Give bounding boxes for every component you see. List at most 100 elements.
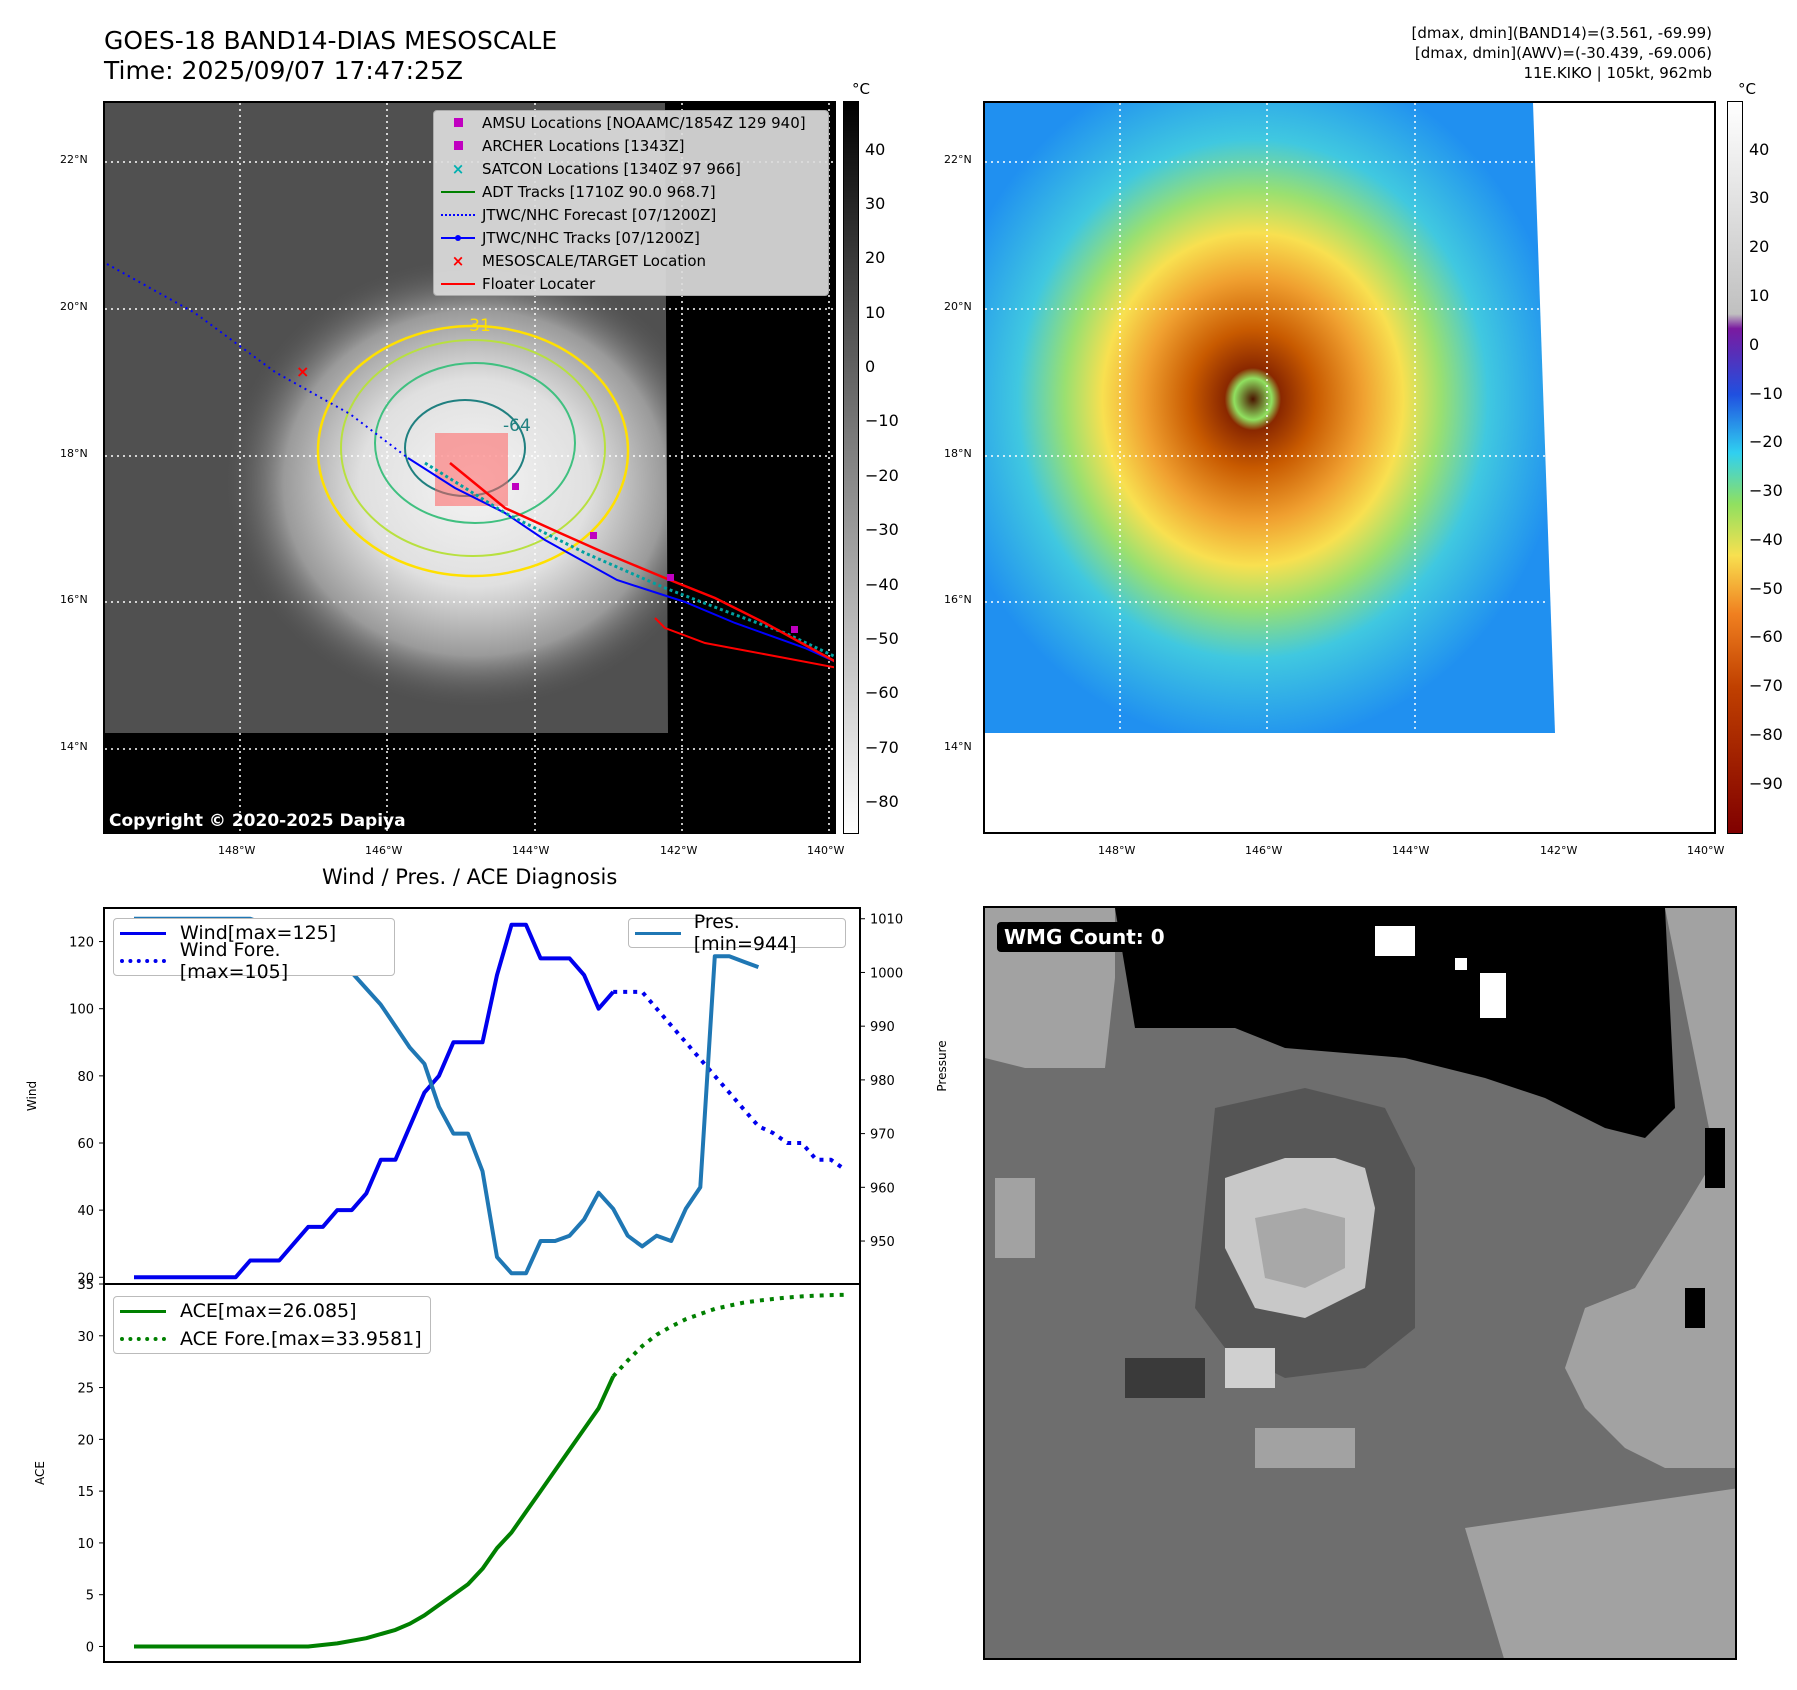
colorbar-tick-label: −10 [1749, 383, 1783, 403]
legend-item-wind-fore: Wind Fore.[max=105] [114, 939, 394, 983]
wind-line [134, 922, 615, 1280]
legend-label: MESOSCALE/TARGET Location [482, 251, 707, 270]
colorbar-tick-label: 0 [865, 357, 876, 377]
copyright-text: Copyright © 2020-2025 Dapiya [109, 811, 406, 831]
dotted-line-icon [120, 1337, 172, 1341]
legend-label: AMSU Locations [NOAAMC/1854Z 129 940] [482, 113, 806, 132]
legend-label: Pres.[min=944] [693, 911, 797, 955]
colorbar-tick-label: −30 [865, 520, 899, 540]
pres-ylabel: Pressure [935, 1040, 949, 1091]
lon-label: 146°W [1245, 844, 1283, 857]
legend-item-adt: ADT Tracks [1710Z 90.0 968.7] [434, 180, 828, 203]
ace-ytick-label: 30 [77, 1330, 94, 1345]
colorbar-tick-label: 10 [865, 302, 886, 322]
info-band14: [dmax, dmin](BAND14)=(3.561, -69.99) [1411, 24, 1712, 42]
satcon-track [424, 461, 834, 658]
legend-item-pres: Pres.[min=944] [629, 911, 845, 955]
info-storm: 11E.KIKO | 105kt, 962mb [1523, 64, 1712, 82]
colorbar-color-unit: °C [1738, 80, 1756, 98]
colorbar-tick-label: −70 [1749, 676, 1783, 696]
wmg-panel: WMG Count: 0 [983, 906, 1737, 1660]
colorbar-tick-label: 20 [1749, 237, 1770, 257]
legend-item-jtwc: JTWC/NHC Tracks [07/1200Z] [434, 226, 828, 249]
ace-line [134, 1375, 616, 1649]
legend-label: JTWC/NHC Forecast [07/1200Z] [482, 205, 717, 224]
floater-box [435, 433, 508, 506]
wind-legend: Wind[max=125] Wind Fore.[max=105] [113, 918, 395, 983]
colorbar-tick-label: −10 [865, 411, 899, 431]
colorbar-tick-label: 30 [865, 194, 886, 213]
line-dot-icon [440, 228, 476, 248]
legend-item-ace-fore: ACE Fore.[max=33.9581] [114, 1325, 430, 1353]
legend-label: JTWC/NHC Tracks [07/1200Z] [482, 228, 700, 247]
wind-forecast-line [613, 989, 847, 1172]
legend-item-forecast: JTWC/NHC Forecast [07/1200Z] [434, 203, 828, 226]
lat-label: 22°N [944, 153, 972, 166]
legend-label: ACE[max=26.085] [180, 1300, 357, 1322]
lon-label: 140°W [1687, 844, 1725, 857]
wmg-svg [985, 908, 1735, 1658]
legend-item-amsu: AMSU Locations [NOAAMC/1854Z 129 940] [434, 111, 828, 134]
contour-label-31: -31 [463, 316, 491, 336]
solid-line-icon [120, 931, 172, 935]
wind-ytick-label: 40 [77, 1204, 94, 1219]
ace-ytick-label: 35 [77, 1278, 94, 1293]
pres-ytick-label: 980 [870, 1074, 895, 1089]
colorbar-tick-label: 40 [1749, 139, 1770, 159]
legend-item-wind: Wind[max=125] [114, 919, 394, 947]
amsu-marker-1 [512, 483, 519, 490]
amsu-marker-3 [667, 574, 674, 581]
pres-ytick-label: 1010 [870, 913, 903, 928]
target-marker: × [296, 362, 309, 381]
lon-label: 144°W [1392, 844, 1430, 857]
jtwc-track [407, 457, 834, 663]
solid-line-icon [635, 931, 686, 935]
legend-item-ace: ACE[max=26.085] [114, 1297, 430, 1325]
lon-label: 146°W [365, 844, 403, 857]
wind-ytick-label: 80 [77, 1070, 94, 1085]
lat-label: 22°N [60, 153, 88, 166]
pres-ytick-label: 950 [870, 1235, 895, 1250]
legend-label: Wind[max=125] [180, 922, 337, 944]
colorbar-tick-label: −40 [1749, 529, 1783, 549]
pres-ytick-label: 970 [870, 1128, 895, 1143]
ace-ytick-label: 15 [77, 1485, 94, 1500]
lon-label: 142°W [660, 844, 698, 857]
diagnosis-chart: 1201008060402010101000990980970960950353… [25, 907, 949, 1663]
map-legend: AMSU Locations [NOAAMC/1854Z 129 940] AR… [433, 110, 829, 296]
figure-time: Time: 2025/09/07 17:47:25Z [104, 56, 463, 85]
floater-track-2 [654, 617, 834, 669]
colorbar-tick-label: −60 [1749, 627, 1783, 647]
lat-label: 20°N [944, 300, 972, 313]
colorbar-tick-label: −40 [865, 574, 899, 594]
legend-label: Floater Locater [482, 274, 596, 293]
wind-ytick-label: 100 [69, 1003, 94, 1018]
colorbar-tick-label: −80 [865, 792, 899, 811]
legend-label: Wind Fore.[max=105] [179, 939, 289, 983]
ace-ytick-label: 25 [77, 1382, 94, 1397]
dotted-line-icon [120, 959, 172, 963]
solid-line-icon [440, 274, 476, 294]
colorbar-gray-unit: °C [852, 80, 870, 98]
wmg-count-label: WMG Count: 0 [997, 922, 1172, 952]
colorbar-color [1727, 101, 1743, 834]
colorbar-tick-label: −70 [865, 737, 899, 757]
legend-item-archer: ARCHER Locations [1343Z] [434, 134, 828, 157]
x-marker-icon: × [451, 251, 465, 270]
colorbar-tick-label: −20 [1749, 432, 1783, 452]
ace-axes-frame [103, 1283, 861, 1663]
lat-label: 18°N [60, 447, 88, 460]
legend-item-floater: Floater Locater [434, 272, 828, 295]
pres-legend: Pres.[min=944] [628, 911, 846, 955]
lat-label: 20°N [60, 300, 88, 313]
lon-label: 144°W [512, 844, 550, 857]
ace-ytick-label: 0 [86, 1640, 94, 1655]
colorbar-tick-label: −50 [865, 628, 899, 648]
info-awv: [dmax, dmin](AWV)=(-30.439, -69.006) [1414, 44, 1712, 62]
wind-ytick-label: 60 [77, 1137, 94, 1152]
legend-label: ARCHER Locations [1343Z] [482, 136, 685, 155]
colorbar-gray [843, 101, 859, 834]
colorbar-tick-label: 30 [1749, 188, 1770, 208]
colorbar-tick-label: −30 [1749, 481, 1783, 501]
lat-label: 18°N [944, 447, 972, 460]
